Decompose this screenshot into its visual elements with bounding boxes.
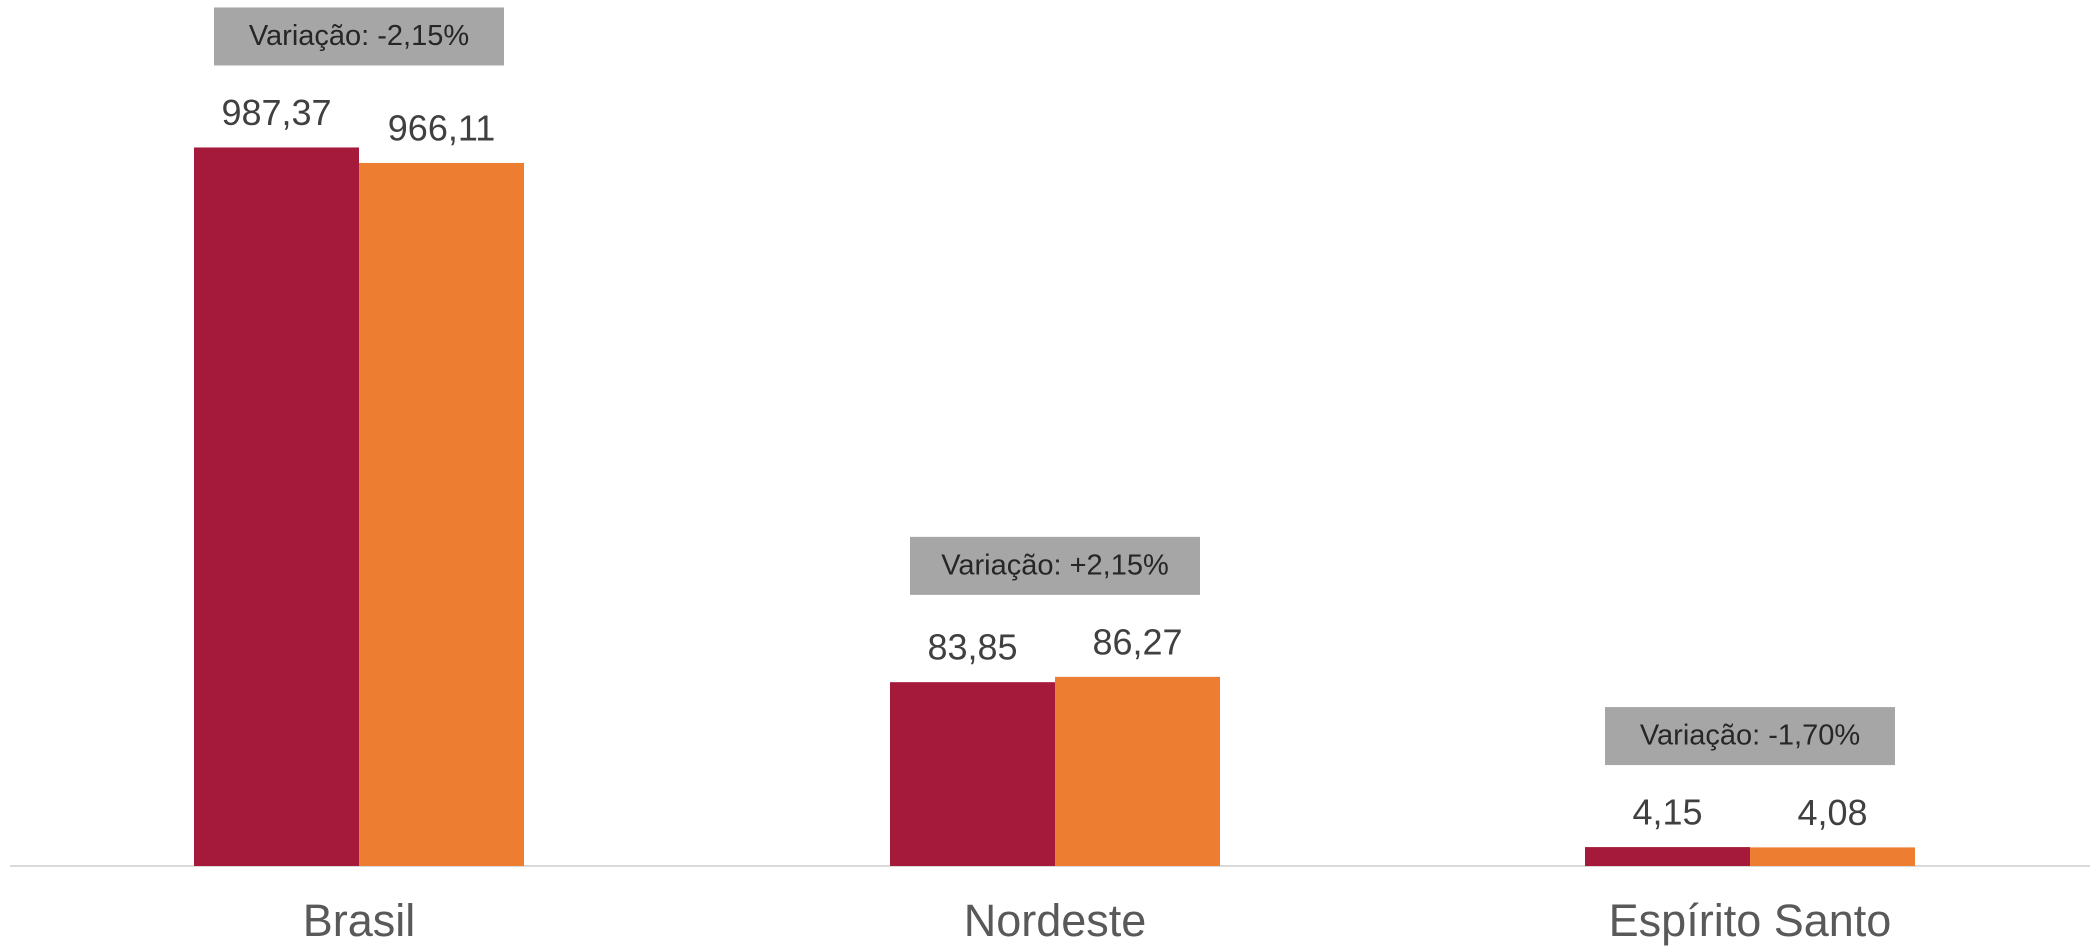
value-label: 4,15	[1632, 792, 1702, 833]
bar	[890, 682, 1055, 866]
value-label: 4,08	[1797, 792, 1867, 833]
category-label: Nordeste	[964, 895, 1147, 946]
bar	[359, 162, 524, 867]
annotation-box	[214, 7, 504, 66]
value-label: 86,27	[1092, 621, 1182, 662]
bar	[1585, 847, 1750, 866]
annotation-box	[1605, 707, 1895, 766]
annotation: Variação: -1,70%	[1640, 720, 1860, 752]
category-label: Espírito Santo	[1609, 895, 1892, 946]
bar	[1750, 847, 1915, 866]
bar	[1055, 676, 1220, 866]
bar	[194, 147, 359, 866]
value-label: 987,37	[221, 92, 331, 133]
value-label: 966,11	[388, 107, 495, 148]
annotation-box	[910, 536, 1200, 595]
annotation: Variação: +2,15%	[941, 550, 1169, 582]
value-label: 83,85	[927, 627, 1017, 668]
annotation: Variação: -2,15%	[249, 20, 469, 52]
category-label: Brasil	[303, 895, 416, 946]
